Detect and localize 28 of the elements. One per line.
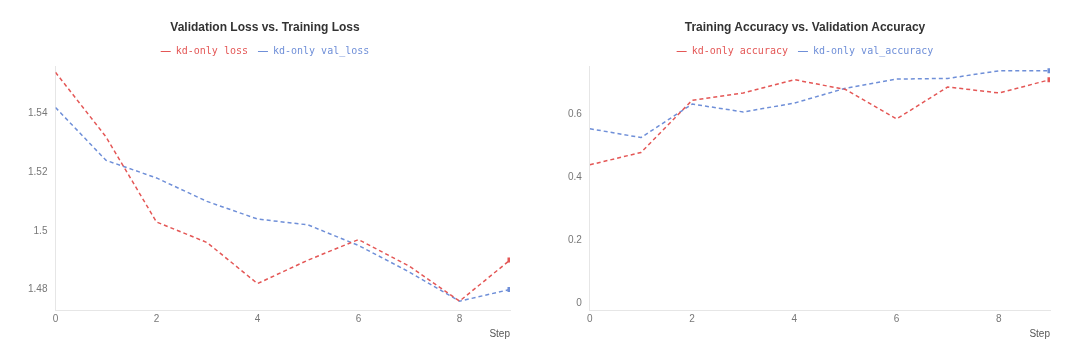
legend-label: kd-only val_loss xyxy=(272,44,370,57)
legend-label: kd-only accuracy xyxy=(691,44,788,56)
x-axis-title: Step xyxy=(1029,327,1051,339)
x-tick-label: 2 xyxy=(153,312,160,324)
x-tick-label: 4 xyxy=(791,312,798,324)
x-tick-label: 6 xyxy=(355,312,362,324)
x-tick-label: 8 xyxy=(996,312,1003,324)
y-tick-label: 1.5 xyxy=(33,224,48,236)
y-tick-label: 1.52 xyxy=(27,165,48,177)
line-series xyxy=(55,71,510,302)
x-tick-label: 4 xyxy=(254,312,261,324)
x-tick-label: 6 xyxy=(893,312,900,324)
y-tick-label: 0.2 xyxy=(568,234,583,246)
x-tick-label: 8 xyxy=(456,312,463,324)
y-tick-label: 0.4 xyxy=(568,170,583,182)
x-axis-title: Step xyxy=(489,327,511,339)
line-series xyxy=(55,106,510,302)
chart-title: Validation Loss vs. Training Loss xyxy=(170,19,361,34)
x-tick-label: 0 xyxy=(587,312,594,324)
x-tick-label: 2 xyxy=(689,312,696,324)
x-tick-label: 0 xyxy=(52,312,59,324)
y-tick-label: 1.48 xyxy=(27,283,48,295)
legend-label: kd-only val_accuracy xyxy=(812,44,934,57)
y-tick-label: 0 xyxy=(576,297,583,309)
legend-label: kd-only loss xyxy=(175,44,248,56)
y-tick-label: 1.54 xyxy=(27,107,48,119)
y-tick-label: 0.6 xyxy=(568,107,583,119)
chart-title: Training Accuracy vs. Validation Accuracy xyxy=(684,19,926,34)
